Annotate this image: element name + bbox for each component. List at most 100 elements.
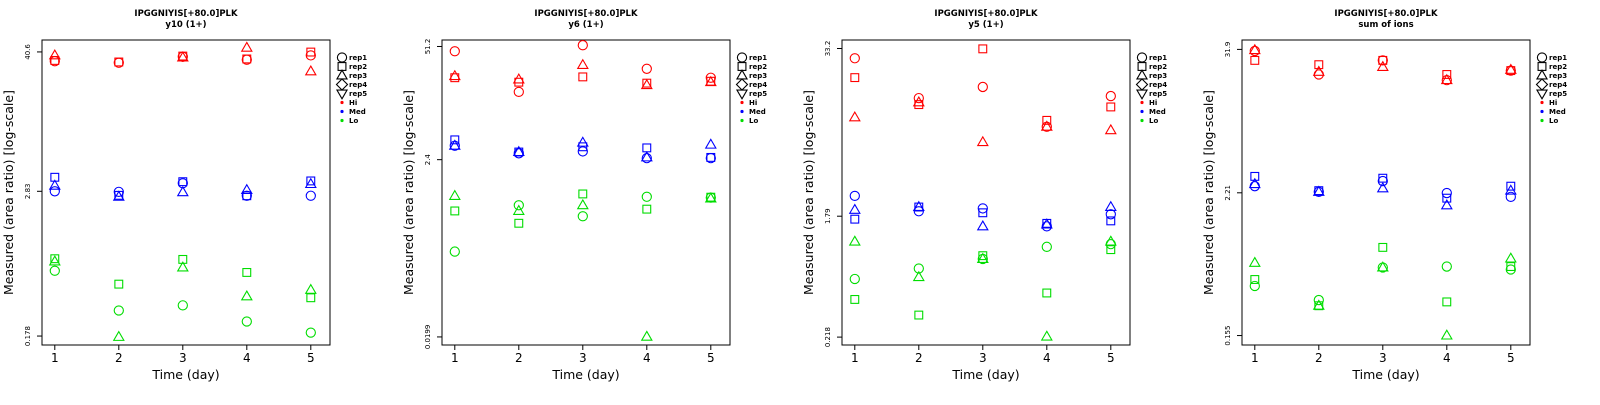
data-point-hi-rep2 xyxy=(850,73,860,83)
x-tick-label: 3 xyxy=(579,351,587,365)
chart-title: IPGGNIYIS[+80.0]PLK xyxy=(1334,9,1438,19)
legend-label: rep4 xyxy=(1149,81,1167,89)
data-point-lo-rep2 xyxy=(1506,262,1516,272)
data-point-med-rep3 xyxy=(912,200,925,212)
data-point-med-rep2 xyxy=(850,214,860,224)
data-point-lo-rep1 xyxy=(641,191,652,202)
data-point-lo-rep1 xyxy=(449,246,460,257)
legend-symbol-rep5 xyxy=(335,89,349,100)
chart-title: IPGGNIYIS[+80.0]PLK xyxy=(134,9,238,19)
data-point-hi-rep1 xyxy=(849,53,860,64)
chart-subtitle: y10 (1+) xyxy=(165,20,206,30)
legend-label: rep2 xyxy=(749,63,767,71)
data-point-med-rep2 xyxy=(642,143,652,153)
data-point-lo-rep2 xyxy=(514,218,524,228)
legend-symbol-rep1 xyxy=(336,52,348,63)
plot-frame xyxy=(41,39,331,346)
data-point-med-rep3 xyxy=(848,203,861,214)
data-point-med-rep1 xyxy=(241,190,252,201)
data-point-med-rep2 xyxy=(306,176,316,186)
data-point-med-rep2 xyxy=(242,191,252,201)
x-tick-label: 3 xyxy=(979,351,987,365)
data-point-lo-rep3 xyxy=(1040,330,1053,341)
data-point-hi-rep3 xyxy=(640,78,653,90)
data-point-hi-rep3 xyxy=(48,49,61,60)
y-tick-label: 31.9 xyxy=(1224,42,1232,58)
data-point-med-rep1 xyxy=(849,190,860,202)
data-point-med-rep2 xyxy=(1378,173,1388,183)
data-point-hi-rep2 xyxy=(578,72,588,82)
data-point-lo-rep2 xyxy=(1378,242,1388,252)
data-point-lo-rep3 xyxy=(240,289,253,301)
data-point-med-rep3 xyxy=(176,185,189,197)
legend-label: Lo xyxy=(1549,117,1558,125)
data-point-hi-rep1 xyxy=(1105,90,1116,102)
legend-symbol-rep3 xyxy=(1535,69,1549,80)
data-point-med-rep2 xyxy=(578,142,588,152)
data-point-med-rep1 xyxy=(641,153,652,164)
data-point-hi-rep1 xyxy=(1249,45,1260,57)
legend-symbol-rep4 xyxy=(1535,78,1549,91)
legend-label: rep5 xyxy=(749,90,767,98)
legend-swatch-hi xyxy=(340,100,344,105)
data-point-lo-rep1 xyxy=(1313,294,1324,306)
legend-label: Med xyxy=(349,108,366,116)
data-point-lo-rep1 xyxy=(849,273,860,285)
data-point-lo-rep3 xyxy=(848,235,861,246)
legend-symbol-rep5 xyxy=(735,89,749,100)
data-point-hi-rep3 xyxy=(1248,43,1261,55)
legend-swatch-hi xyxy=(740,100,744,105)
data-point-hi-rep2 xyxy=(50,55,60,65)
legend-symbol-rep1 xyxy=(1136,52,1148,63)
y-tick-label: 0.155 xyxy=(1224,326,1232,346)
data-point-lo-rep1 xyxy=(49,265,60,276)
data-point-lo-rep3 xyxy=(48,255,61,266)
data-point-med-rep2 xyxy=(1106,216,1116,226)
legend-label: rep3 xyxy=(1549,72,1567,80)
data-point-hi-rep1 xyxy=(513,86,524,98)
y-axis-label: Measured (area ratio) [log-scale] xyxy=(1,90,16,295)
legend-label: Lo xyxy=(1149,117,1158,125)
x-tick-label: 5 xyxy=(1107,351,1115,365)
data-point-lo-rep3 xyxy=(1376,261,1389,272)
legend-label: rep1 xyxy=(1549,54,1567,62)
data-point-lo-rep2 xyxy=(242,268,252,277)
data-point-lo-rep2 xyxy=(1042,288,1052,298)
y-tick-label: 51.2 xyxy=(424,39,432,55)
data-point-lo-rep1 xyxy=(1249,280,1260,292)
legend-symbol-rep4 xyxy=(1135,78,1149,91)
y-tick-label: 2.4 xyxy=(424,154,432,166)
x-tick-label: 4 xyxy=(243,351,251,365)
legend-label: rep2 xyxy=(1549,63,1567,71)
legend-label: rep4 xyxy=(749,81,767,89)
data-point-hi-rep3 xyxy=(176,51,189,62)
data-point-med-rep3 xyxy=(48,179,61,190)
data-point-hi-rep2 xyxy=(1442,70,1452,79)
data-point-lo-rep3 xyxy=(112,330,125,341)
legend-label: Hi xyxy=(1549,99,1557,107)
data-point-med-rep1 xyxy=(977,203,988,214)
data-point-lo-rep3 xyxy=(576,198,589,210)
data-point-med-rep3 xyxy=(1040,218,1053,229)
legend-swatch-lo xyxy=(1140,118,1144,123)
legend-label: rep1 xyxy=(1149,54,1167,62)
data-point-med-rep3 xyxy=(1104,200,1117,212)
data-point-hi-rep2 xyxy=(114,57,124,67)
data-point-lo-rep3 xyxy=(704,192,717,203)
data-point-med-rep1 xyxy=(1377,175,1388,187)
chart-title: IPGGNIYIS[+80.0]PLK xyxy=(534,9,638,19)
legend-label: rep3 xyxy=(749,72,767,80)
y-tick-label: 2.83 xyxy=(24,184,32,200)
x-tick-label: 3 xyxy=(1379,351,1387,365)
data-point-lo-rep2 xyxy=(642,204,652,214)
legend-swatch-hi xyxy=(1540,100,1544,105)
legend-symbol-rep5 xyxy=(1135,89,1149,100)
data-point-med-rep3 xyxy=(704,138,717,149)
y-tick-label: 33.2 xyxy=(824,41,832,57)
data-point-med-rep1 xyxy=(1441,187,1452,199)
data-point-med-rep1 xyxy=(513,148,524,159)
data-point-hi-rep3 xyxy=(1040,120,1053,131)
data-point-hi-rep3 xyxy=(1504,63,1517,74)
